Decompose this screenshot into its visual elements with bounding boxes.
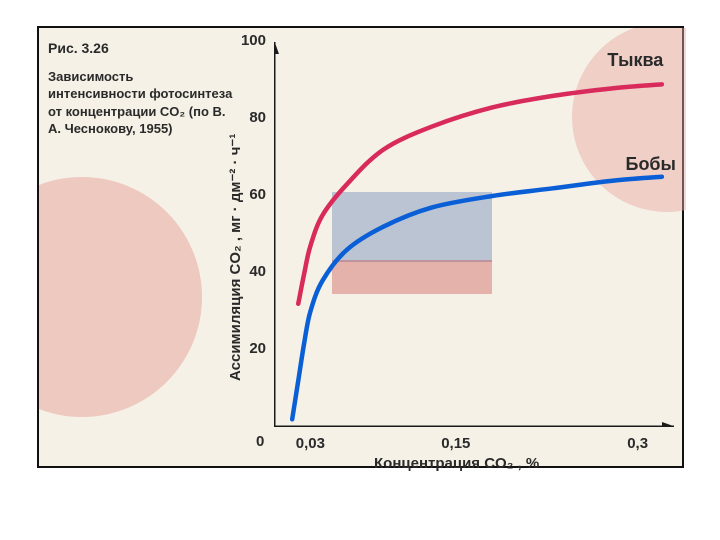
tick-label: 20 (234, 340, 266, 357)
tick-label: 0,03 (288, 435, 332, 452)
axes (274, 42, 674, 427)
tick-label: 0,15 (434, 435, 478, 452)
tick-label: 80 (234, 109, 266, 126)
series-label-Бобы: Бобы (626, 154, 676, 175)
chart-plot (274, 42, 674, 427)
caption-body: Зависимость интенсивности фотосинтеза от… (48, 68, 234, 138)
series-label-Тыква: Тыква (607, 50, 663, 71)
series-Бобы (292, 177, 662, 420)
figure-frame: Рис. 3.26 Зависимость интенсивности фото… (37, 26, 684, 468)
figure-caption: Рис. 3.26 Зависимость интенсивности фото… (48, 38, 234, 138)
slide-root: Рис. 3.26 Зависимость интенсивности фото… (0, 0, 720, 540)
tick-label: 0 (256, 433, 264, 450)
x-axis-label: Концентрация CO₂ , % (374, 455, 539, 472)
tick-label: 100 (234, 32, 266, 49)
tick-label: 0,3 (616, 435, 660, 452)
series-Тыква (298, 84, 662, 303)
tick-label: 60 (234, 186, 266, 203)
tick-label: 40 (234, 263, 266, 280)
caption-title: Рис. 3.26 (48, 40, 109, 56)
